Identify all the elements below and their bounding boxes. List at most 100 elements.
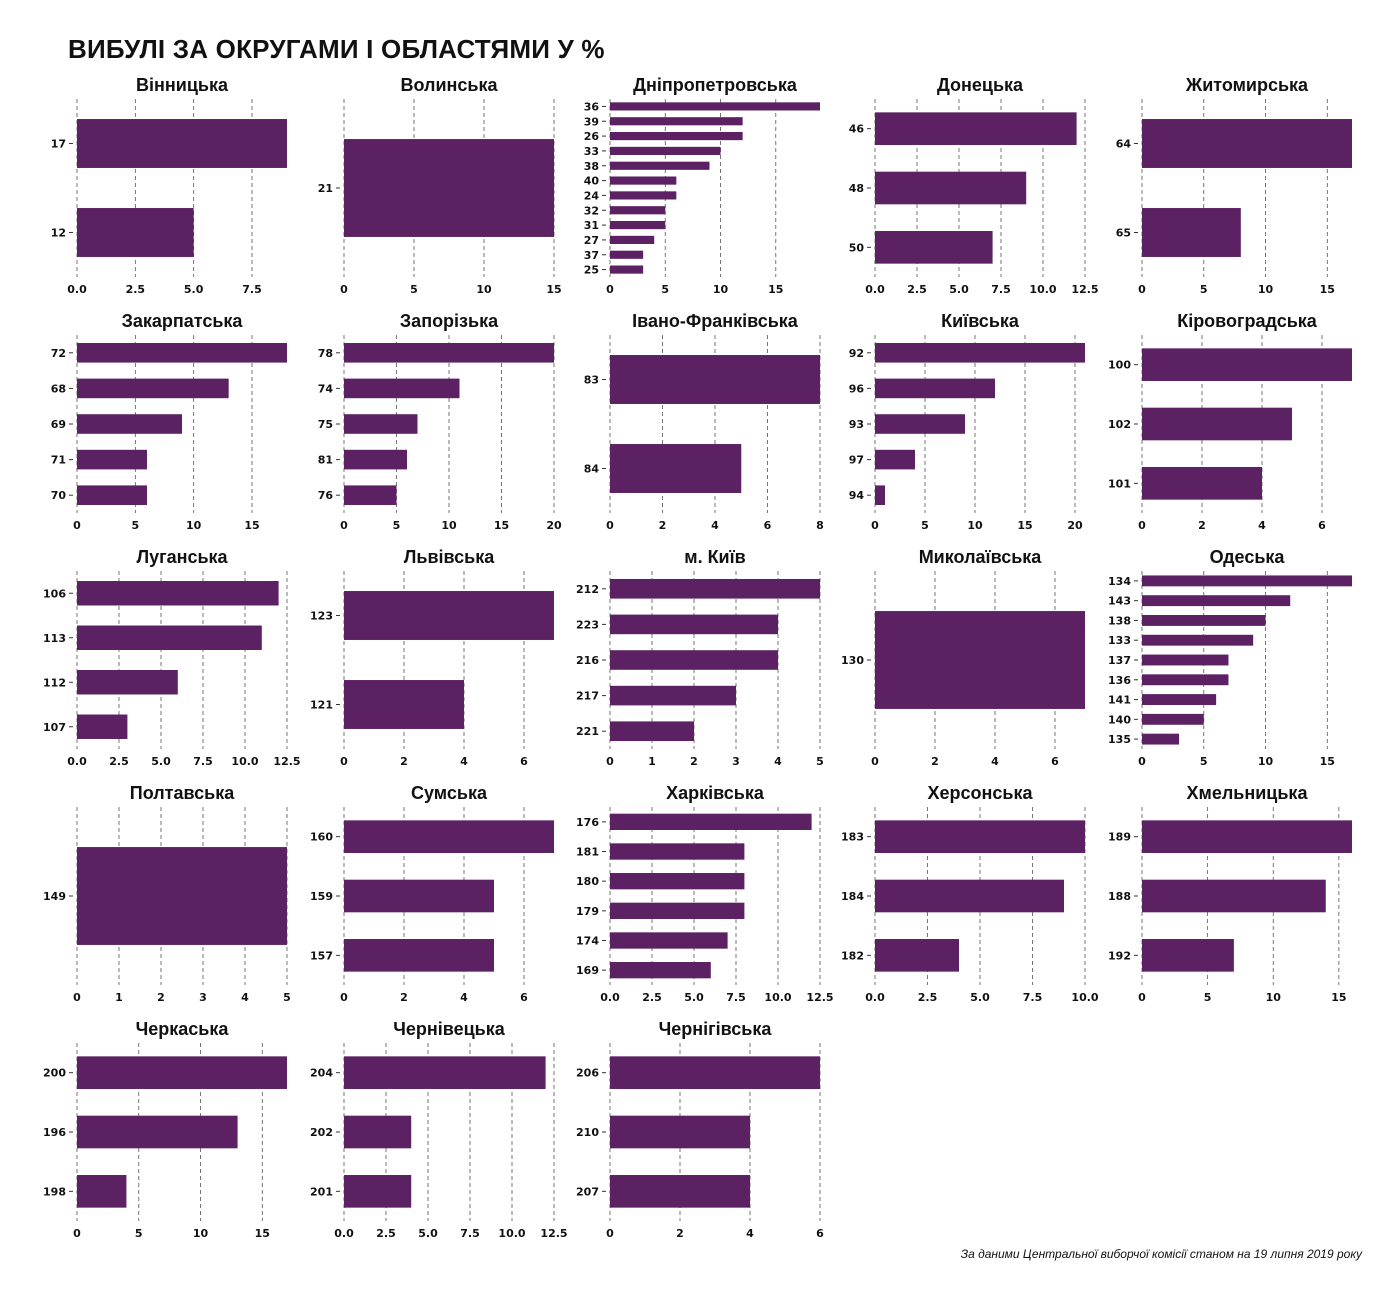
bar	[610, 102, 820, 111]
panel-title: Івано-Франківська	[632, 311, 799, 331]
y-tick-label: 196	[43, 1126, 66, 1139]
y-tick-label: 31	[584, 219, 599, 232]
x-tick-label: 10	[193, 1227, 209, 1240]
y-tick-label: 37	[584, 249, 599, 262]
x-tick-label: 8	[816, 519, 824, 532]
bar	[77, 847, 287, 945]
bar	[1142, 595, 1291, 607]
x-tick-label: 0.0	[865, 991, 885, 1004]
chart-panel: Чернівецька 0.0 2.5 5.0 7.5 10.0 12.5 204 202 201	[310, 1019, 568, 1240]
y-tick-label: 223	[576, 618, 599, 631]
x-tick-label: 0	[606, 283, 614, 296]
bar	[77, 625, 262, 650]
bar	[344, 680, 464, 729]
x-tick-label: 0	[73, 991, 81, 1004]
chart-panel: Херсонська 0.0 2.5 5.0 7.5 10.0 183 184 182	[841, 783, 1099, 1004]
panel-title: Дніпропетровська	[633, 75, 798, 95]
x-tick-label: 4	[460, 991, 468, 1004]
chart-panel: Донецька 0.0 2.5 5.0 7.5 10.0 12.5 46 48 50	[849, 75, 1099, 296]
y-tick-label: 12	[51, 227, 66, 240]
y-tick-label: 201	[310, 1185, 333, 1198]
y-tick-label: 94	[849, 489, 865, 502]
panel-title: Херсонська	[928, 783, 1034, 803]
y-tick-label: 136	[1108, 674, 1131, 687]
x-tick-label: 2	[659, 519, 667, 532]
y-tick-label: 121	[310, 699, 333, 712]
y-tick-label: 46	[849, 123, 865, 136]
y-tick-label: 74	[318, 382, 334, 395]
x-tick-label: 10.0	[231, 755, 258, 768]
bar	[875, 231, 993, 264]
x-tick-label: 0	[606, 755, 614, 768]
y-tick-label: 24	[584, 189, 600, 202]
bar	[610, 843, 745, 860]
bar	[77, 1056, 287, 1089]
y-tick-label: 133	[1108, 634, 1131, 647]
x-tick-label: 2	[931, 755, 939, 768]
x-tick-label: 5	[135, 1227, 143, 1240]
y-tick-label: 202	[310, 1126, 333, 1139]
bar	[610, 206, 666, 215]
x-tick-label: 6	[1318, 519, 1326, 532]
x-tick-label: 2.5	[907, 283, 927, 296]
bar	[610, 191, 677, 200]
x-tick-label: 2	[690, 755, 698, 768]
chart-panel: Львівська 0 2 4 6 123 121	[310, 547, 554, 768]
y-tick-label: 183	[841, 831, 864, 844]
x-tick-label: 5.0	[151, 755, 171, 768]
x-tick-label: 4	[746, 1227, 754, 1240]
panel-title: м. Київ	[684, 547, 746, 567]
bar	[875, 449, 915, 470]
bar	[344, 139, 554, 237]
bar	[344, 879, 494, 913]
bar	[610, 444, 742, 493]
y-tick-label: 169	[576, 964, 599, 977]
y-tick-label: 159	[310, 890, 333, 903]
bar	[1142, 820, 1352, 853]
panel-title: Одеська	[1210, 547, 1286, 567]
bar	[610, 1115, 750, 1149]
y-tick-label: 176	[576, 816, 599, 829]
x-tick-label: 2.5	[642, 991, 662, 1004]
bar	[875, 171, 1027, 205]
bar	[875, 879, 1064, 913]
x-tick-label: 2	[1198, 519, 1206, 532]
y-tick-label: 32	[584, 204, 599, 217]
bar	[344, 1115, 412, 1149]
x-tick-label: 12.5	[806, 991, 833, 1004]
x-tick-label: 5	[393, 519, 401, 532]
bar	[344, 449, 407, 470]
bar	[610, 176, 677, 185]
x-tick-label: 5	[921, 519, 929, 532]
chart-panel: Миколаївська 0 2 4 6 130	[841, 547, 1085, 768]
bar	[610, 579, 820, 599]
bar	[610, 265, 644, 274]
x-tick-label: 10	[186, 519, 202, 532]
x-tick-label: 0	[73, 1227, 81, 1240]
y-tick-label: 135	[1108, 733, 1131, 746]
x-tick-label: 20	[1067, 519, 1083, 532]
x-tick-label: 0	[606, 1227, 614, 1240]
y-tick-label: 157	[310, 949, 333, 962]
x-tick-label: 5	[410, 283, 418, 296]
bar	[1142, 575, 1352, 587]
chart-panel: Івано-Франківська 0 2 4 6 8 83 84	[584, 311, 824, 532]
x-tick-label: 6	[520, 755, 528, 768]
bar	[610, 650, 778, 670]
bar	[1142, 939, 1234, 972]
y-tick-label: 113	[43, 632, 66, 645]
y-tick-label: 198	[43, 1185, 66, 1198]
x-tick-label: 10.0	[1071, 991, 1098, 1004]
x-tick-label: 0	[606, 519, 614, 532]
bar	[1142, 348, 1352, 381]
x-tick-label: 5.0	[684, 991, 704, 1004]
x-tick-label: 10	[1258, 755, 1274, 768]
y-tick-label: 39	[584, 115, 599, 128]
y-tick-label: 76	[318, 489, 334, 502]
bar	[1142, 654, 1229, 666]
x-tick-label: 10	[476, 283, 492, 296]
bar	[610, 614, 778, 635]
x-tick-label: 6	[1051, 755, 1059, 768]
x-tick-label: 2	[400, 991, 408, 1004]
bar	[610, 1175, 750, 1208]
